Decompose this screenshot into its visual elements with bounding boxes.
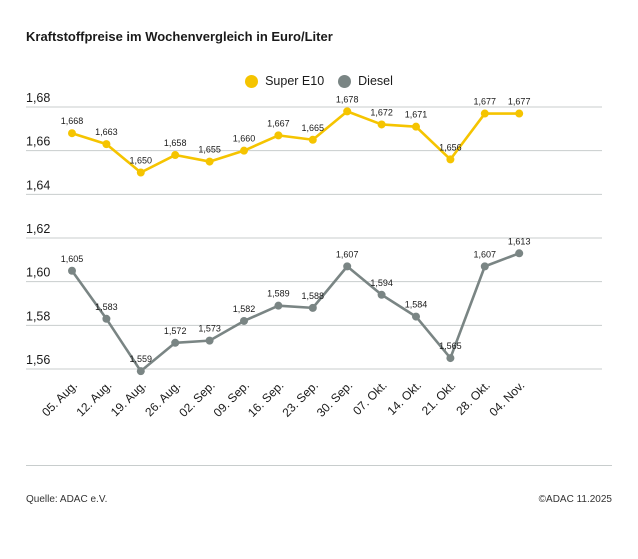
- y-tick-label: 1,60: [26, 266, 50, 280]
- x-tick-label: 05. Aug.: [39, 378, 80, 419]
- data-point-diesel: [412, 312, 420, 321]
- data-point-super-e10: [412, 122, 420, 131]
- data-point-super-e10: [446, 155, 455, 164]
- legend-label-super-e10: Super E10: [265, 74, 325, 88]
- data-point-super-e10: [515, 109, 524, 118]
- y-tick-label: 1,56: [26, 353, 50, 367]
- data-point-super-e10: [480, 109, 489, 118]
- data-point-diesel: [480, 262, 489, 271]
- series-line-diesel: [70, 252, 520, 373]
- y-tick-label: 1,66: [26, 135, 50, 149]
- data-point-super-e10: [68, 129, 76, 138]
- x-tick-label: 30. Sep.: [314, 378, 356, 420]
- data-label-super-e10: 1,672: [370, 107, 393, 117]
- legend-dot-super-e10: [245, 74, 259, 88]
- data-label-super-e10: 1,671: [405, 110, 428, 120]
- data-point-diesel: [240, 316, 248, 325]
- data-label-super-e10: 1,667: [267, 118, 290, 128]
- line-chart: 1,56 1,58 1,60 1,62 1,64 1,66 1,68 1,668 1,663 1,…: [26, 91, 602, 420]
- data-point-diesel: [446, 354, 455, 363]
- data-point-diesel: [308, 303, 317, 312]
- data-label-super-e10: 1,660: [233, 134, 256, 144]
- series-line-super-e10: [71, 110, 520, 174]
- data-point-super-e10: [136, 168, 145, 177]
- data-point-diesel: [343, 262, 352, 271]
- data-point-diesel: [68, 266, 76, 275]
- data-label-diesel: 1,589: [267, 289, 290, 299]
- data-label-diesel: 1,594: [370, 278, 393, 288]
- x-tick-label: 19. Aug.: [108, 378, 149, 419]
- data-point-diesel: [274, 301, 283, 310]
- legend-item-super-e10: Super E10: [245, 74, 324, 88]
- y-tick-label: 1,58: [26, 309, 50, 323]
- x-tick-label: 14. Okt.: [385, 378, 425, 418]
- data-point-super-e10: [274, 131, 283, 140]
- data-label-super-e10: 1,665: [302, 123, 325, 133]
- data-label-diesel: 1,605: [61, 254, 84, 264]
- data-point-diesel: [377, 290, 386, 299]
- chart-title: Kraftstoffpreise im Wochenvergleich in E…: [26, 29, 333, 44]
- data-point-super-e10: [240, 146, 248, 155]
- x-tick-label: 12. Aug.: [73, 378, 114, 419]
- legend: Super E10 Diesel: [0, 74, 638, 88]
- data-label-super-e10: 1,668: [61, 116, 84, 126]
- data-label-super-e10: 1,678: [336, 94, 359, 104]
- x-tick-label: 23. Sep.: [279, 378, 321, 420]
- data-label-super-e10: 1,677: [508, 97, 531, 107]
- data-label-diesel: 1,582: [233, 304, 256, 314]
- data-label-diesel: 1,584: [405, 300, 428, 310]
- data-point-diesel: [205, 336, 214, 345]
- data-label-super-e10: 1,677: [474, 97, 497, 107]
- data-label-super-e10: 1,656: [439, 142, 462, 152]
- x-tick-label: 28. Okt.: [453, 378, 493, 418]
- data-label-super-e10: 1,658: [164, 138, 187, 148]
- data-point-diesel: [102, 314, 111, 323]
- data-label-super-e10: 1,655: [198, 145, 221, 155]
- data-label-super-e10: 1,650: [130, 156, 153, 166]
- data-point-super-e10: [377, 120, 386, 129]
- data-point-super-e10: [343, 107, 352, 116]
- data-label-diesel: 1,572: [164, 326, 187, 336]
- x-tick-label: 16. Sep.: [245, 378, 287, 420]
- data-point-super-e10: [171, 151, 180, 160]
- source-note: Quelle: ADAC e.V.: [26, 494, 108, 505]
- legend-item-diesel: Diesel: [338, 74, 393, 88]
- data-label-super-e10: 1,663: [95, 127, 118, 137]
- data-label-diesel: 1,607: [336, 249, 359, 259]
- x-tick-label: 09. Sep.: [211, 378, 253, 420]
- x-tick-label: 07. Okt.: [350, 378, 390, 418]
- legend-dot-diesel: [338, 74, 352, 88]
- data-label-diesel: 1,559: [130, 354, 153, 364]
- data-point-super-e10: [205, 157, 214, 166]
- y-tick-label: 1,62: [26, 222, 50, 236]
- data-label-diesel: 1,565: [439, 341, 462, 351]
- x-tick-label: 04. Nov.: [486, 378, 527, 419]
- data-point-super-e10: [102, 140, 111, 149]
- data-label-diesel: 1,607: [474, 249, 497, 259]
- x-tick-label: 26. Aug.: [142, 378, 183, 419]
- data-point-super-e10: [308, 135, 317, 144]
- copyright-note: ©ADAC 11.2025: [538, 494, 612, 505]
- bottom-divider: [26, 465, 612, 466]
- data-point-diesel: [171, 338, 180, 347]
- data-label-diesel: 1,573: [198, 324, 221, 334]
- data-label-diesel: 1,613: [508, 236, 531, 246]
- data-point-diesel: [136, 367, 145, 376]
- x-tick-label: 02. Sep.: [176, 378, 218, 420]
- legend-label-diesel: Diesel: [358, 74, 393, 88]
- data-label-diesel: 1,583: [95, 302, 118, 312]
- x-tick-label: 21. Okt.: [419, 378, 459, 418]
- y-tick-label: 1,64: [26, 178, 50, 192]
- data-point-diesel: [515, 249, 524, 258]
- data-label-diesel: 1,588: [302, 291, 325, 301]
- y-tick-label: 1,68: [26, 91, 50, 105]
